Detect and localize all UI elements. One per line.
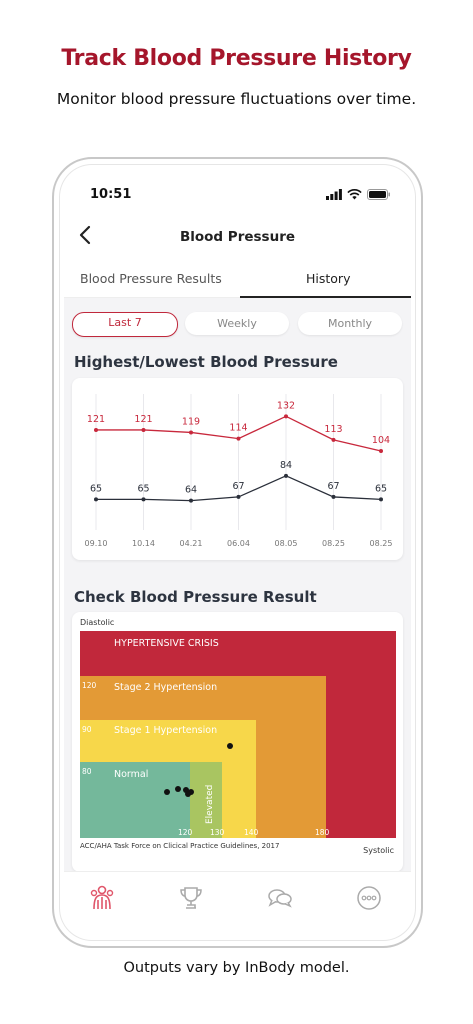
diastolic-point <box>331 494 336 499</box>
x-tick-label: 08.25 <box>322 539 345 548</box>
tab-history[interactable]: History <box>306 271 351 286</box>
diastolic-point <box>141 497 146 502</box>
systolic-point <box>94 427 98 432</box>
systolic-tick: 120 <box>178 828 193 837</box>
diastolic-point <box>379 497 383 502</box>
systolic-point <box>189 430 193 435</box>
status-time: 10:51 <box>90 187 132 202</box>
systolic-tick: 180 <box>315 828 330 837</box>
bottom-tab-more[interactable] <box>355 884 383 912</box>
bp-history-chart: 09.10 10.14 04.21 06.04 08.05 08.25 08.25 121 12… <box>85 394 393 548</box>
active-tab-indicator <box>240 296 411 298</box>
back-button[interactable] <box>78 225 92 251</box>
phone-frame: 10:51 Blood Pressure Blood Pressure Resu… <box>52 157 423 948</box>
diastolic-point <box>94 497 98 502</box>
zone-label-stage-1: Stage 1 Hypertension <box>114 725 217 736</box>
data-label: 67 <box>232 481 244 492</box>
x-tick-label: 04.21 <box>180 539 203 548</box>
trophy-icon <box>180 887 202 909</box>
bottom-tab-chat[interactable] <box>266 884 294 912</box>
data-label: 104 <box>372 435 390 446</box>
data-label: 65 <box>90 483 102 494</box>
diastolic-point <box>284 473 288 478</box>
bp-history-card: 09.10 10.14 04.21 06.04 08.05 08.25 08.25 121 12… <box>72 378 403 560</box>
x-tick-label: 08.05 <box>275 539 298 548</box>
body-icon <box>90 885 114 910</box>
data-label: 114 <box>229 423 247 434</box>
more-icon <box>357 886 381 910</box>
bottom-tab-challenges[interactable] <box>177 884 205 912</box>
diastolic-tick: 90 <box>82 725 92 734</box>
zone-label-normal: Normal <box>114 769 148 780</box>
nav-title: Blood Pressure <box>179 229 296 245</box>
filter-monthly[interactable]: Monthly <box>298 312 402 335</box>
data-label: 84 <box>280 460 292 471</box>
systolic-point <box>284 414 288 419</box>
systolic-tick: 130 <box>210 828 225 837</box>
measurement-point <box>175 786 181 792</box>
signal-icon <box>326 189 342 200</box>
filter-last-7[interactable]: Last 7 <box>72 312 178 337</box>
history-section-title: Highest/Lowest Blood Pressure <box>74 353 338 371</box>
check-section-title: Check Blood Pressure Result <box>74 588 317 606</box>
bottom-tab-bar <box>64 871 411 936</box>
systolic-tick: 140 <box>244 828 259 837</box>
data-label: 119 <box>182 416 200 427</box>
filter-weekly[interactable]: Weekly <box>185 312 289 335</box>
systolic-point <box>331 437 336 442</box>
guideline-source: ACC/AHA Task Force on Clicical Practice … <box>80 842 279 850</box>
systolic-point <box>141 427 146 432</box>
measurement-point <box>164 789 170 795</box>
chat-icon <box>268 889 292 908</box>
diastolic-point <box>236 494 241 499</box>
x-tick-label: 06.04 <box>227 539 250 548</box>
bp-classification-card: Diastolic HYPERTENSIVE CRISIS Stage 2 Hype… <box>72 612 403 872</box>
tab-bar: Blood Pressure Results History <box>64 261 411 298</box>
diastolic-tick: 120 <box>82 681 97 690</box>
x-tick-label: 10.14 <box>132 539 155 548</box>
bp-classification-chart: Diastolic HYPERTENSIVE CRISIS Stage 2 Hype… <box>80 618 396 855</box>
y-axis-label: Diastolic <box>80 618 114 627</box>
history-content: Last 7 Weekly Monthly Highest/Lowest Blo… <box>64 298 411 872</box>
status-bar: 10:51 <box>90 187 391 207</box>
x-tick-label: 08.25 <box>370 539 393 548</box>
data-label: 65 <box>375 483 387 494</box>
page-subtitle: Monitor blood pressure fluctuations over… <box>56 90 417 108</box>
navigation-bar: Blood Pressure <box>64 217 411 259</box>
data-label: 121 <box>134 414 152 425</box>
x-axis-label: Systolic <box>363 846 394 855</box>
systolic-point <box>236 436 241 441</box>
zone-label-stage-2: Stage 2 Hypertension <box>114 682 217 693</box>
data-label: 65 <box>137 483 149 494</box>
footer-note: Outputs vary by InBody model. <box>123 960 350 976</box>
app-screen: 10:51 Blood Pressure Blood Pressure Resu… <box>64 169 411 936</box>
wifi-icon <box>347 189 362 200</box>
diastolic-tick: 80 <box>82 767 92 776</box>
battery-icon <box>367 189 390 200</box>
tab-blood-pressure-results[interactable]: Blood Pressure Results <box>80 271 222 286</box>
chevron-left-icon <box>79 225 91 245</box>
page-headline: Track Blood Pressure History <box>61 46 412 71</box>
zone-label-elevated: Elevated <box>205 785 215 824</box>
zone-label-crisis: HYPERTENSIVE CRISIS <box>114 638 219 649</box>
measurement-point <box>227 743 233 749</box>
zone-normal <box>80 762 190 838</box>
bottom-tab-body[interactable] <box>88 884 116 912</box>
data-label: 64 <box>185 485 197 496</box>
diastolic-point <box>189 498 193 503</box>
data-label: 132 <box>277 400 295 411</box>
data-label: 113 <box>324 424 342 435</box>
data-label: 67 <box>327 481 339 492</box>
systolic-point <box>379 449 383 454</box>
data-label: 121 <box>87 414 105 425</box>
status-icons <box>326 189 391 200</box>
x-tick-label: 09.10 <box>85 539 108 548</box>
measurement-point <box>185 791 191 797</box>
